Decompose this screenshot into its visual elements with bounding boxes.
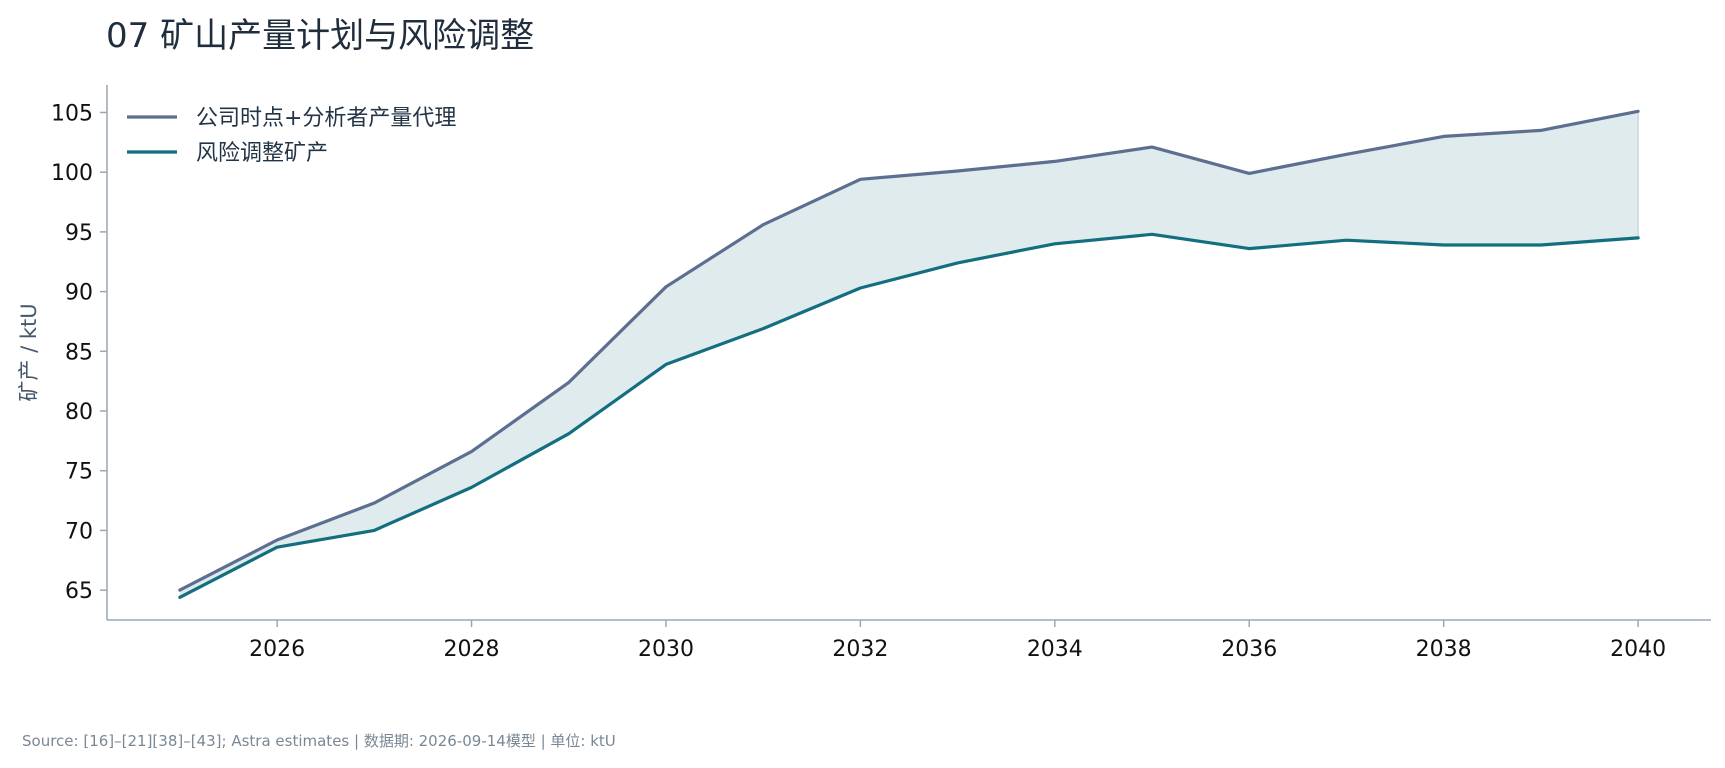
y-tick-label: 105 xyxy=(51,101,93,126)
y-tick-label: 75 xyxy=(65,460,93,485)
x-tick-label: 2038 xyxy=(1416,637,1472,662)
y-axis-title: 矿产 / ktU xyxy=(17,303,41,401)
x-tick-label: 2028 xyxy=(444,637,500,662)
y-tick-label: 90 xyxy=(65,281,93,306)
y-tick-label: 85 xyxy=(65,340,93,365)
x-tick-label: 2032 xyxy=(832,637,888,662)
axes-layer: 65 70 75 80 85 90 95 100 105 2026 2028 2030 2032 2034… xyxy=(17,85,1711,662)
x-tick-label: 2036 xyxy=(1221,637,1277,662)
legend-label-1: 公司时点+分析者产量代理 xyxy=(196,106,456,131)
y-tick-label: 65 xyxy=(65,579,93,604)
x-tick-label: 2040 xyxy=(1610,637,1666,662)
x-tick-label: 2030 xyxy=(638,637,694,662)
x-tick-label: 2034 xyxy=(1027,637,1083,662)
series-layer xyxy=(178,109,1640,599)
series-line-1 xyxy=(178,109,1640,592)
y-tick-label: 80 xyxy=(65,400,93,425)
series-line-2 xyxy=(178,232,1640,599)
y-tick-label: 95 xyxy=(65,221,93,246)
chart-title: 07 矿山产量计划与风险调整 xyxy=(106,16,535,56)
shaded-band xyxy=(179,111,1639,598)
shaded-band-layer xyxy=(179,111,1639,598)
y-tick-label: 70 xyxy=(65,519,93,544)
y-tick-label: 100 xyxy=(51,161,93,186)
x-tick-label: 2026 xyxy=(249,637,305,662)
source-note: Source: [16]–[21][38]–[43]; Astra estima… xyxy=(22,732,616,750)
legend-label-2: 风险调整矿产 xyxy=(196,141,328,166)
